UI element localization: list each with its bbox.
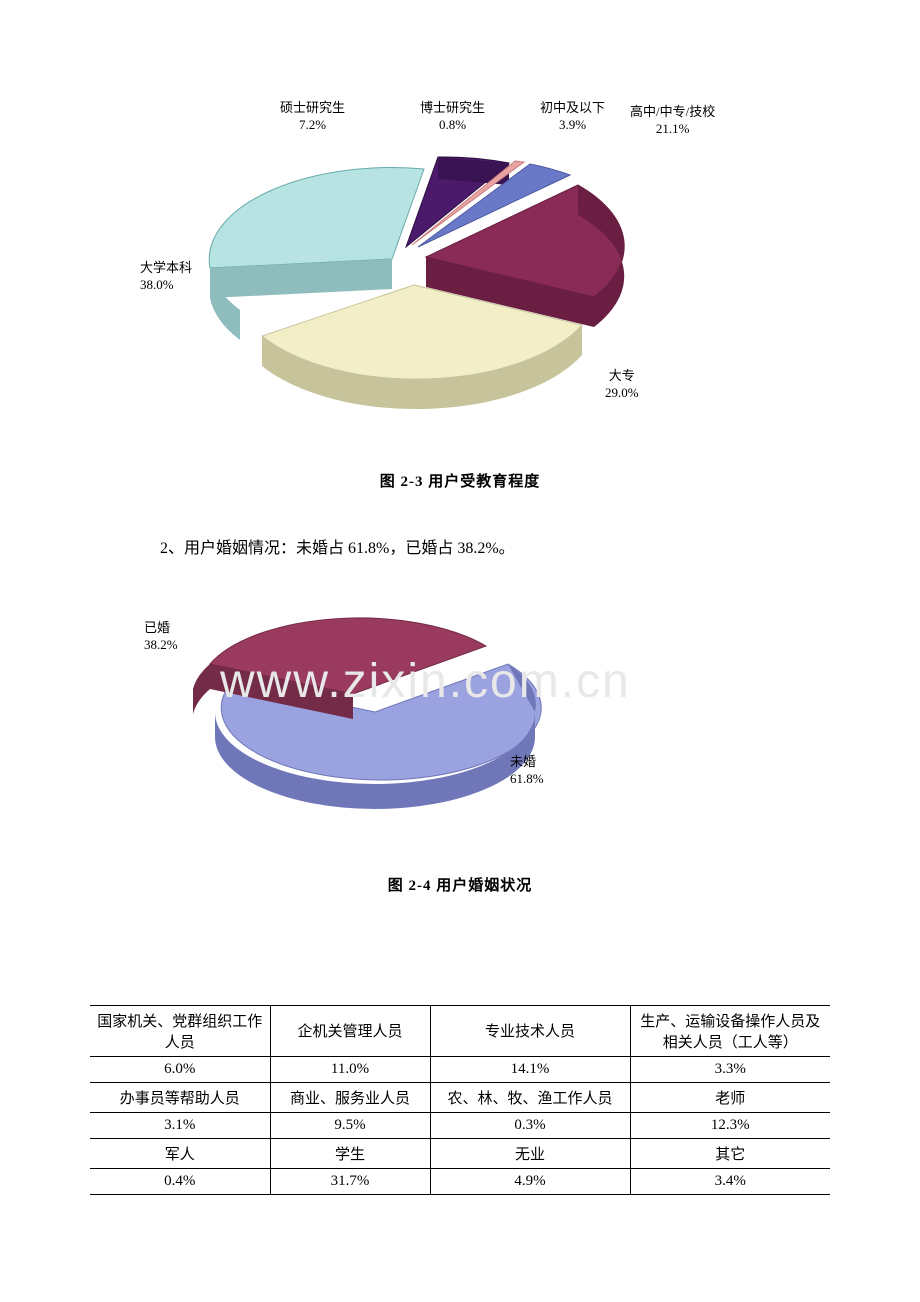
cell: 企机关管理人员 [270,1005,430,1056]
marriage-pie-svg [130,594,630,824]
marriage-paragraph: 2、用户婚姻情况：未婚占 61.8%，已婚占 38.2%。 [160,535,800,564]
label-married: 已婚38.2% [144,620,178,654]
cell: 6.0% [90,1056,270,1082]
cell: 11.0% [270,1056,430,1082]
cell: 军人 [90,1138,270,1168]
chart2-caption: 图 2-4 用户婚姻状况 [0,874,920,895]
table-row: 国家机关、党群组织工作人员 企机关管理人员 专业技术人员 生产、运输设备操作人员… [90,1005,830,1056]
cell: 无业 [430,1138,630,1168]
label-unmarried: 未婚61.8% [510,754,544,788]
label-junior: 初中及以下3.9% [540,100,605,134]
label-college: 大专29.0% [605,368,639,402]
table-row: 0.4% 31.7% 4.9% 3.4% [90,1168,830,1194]
marriage-pie-chart: www.zixin.com.cn 已婚38.2% 未婚61.8% [130,594,630,824]
cell: 生产、运输设备操作人员及相关人员（工人等） [630,1005,830,1056]
occupation-table: 国家机关、党群组织工作人员 企机关管理人员 专业技术人员 生产、运输设备操作人员… [90,1005,830,1195]
cell: 14.1% [430,1056,630,1082]
cell: 学生 [270,1138,430,1168]
table-row: 军人 学生 无业 其它 [90,1138,830,1168]
cell: 12.3% [630,1112,830,1138]
table-row: 办事员等帮助人员 商业、服务业人员 农、林、牧、渔工作人员 老师 [90,1082,830,1112]
label-bachelor: 大学本科38.0% [140,260,192,294]
label-phd: 博士研究生0.8% [420,100,485,134]
cell: 办事员等帮助人员 [90,1082,270,1112]
cell: 其它 [630,1138,830,1168]
table-row: 6.0% 11.0% 14.1% 3.3% [90,1056,830,1082]
chart1-caption: 图 2-3 用户受教育程度 [0,470,920,491]
cell: 农、林、牧、渔工作人员 [430,1082,630,1112]
cell: 3.3% [630,1056,830,1082]
cell: 国家机关、党群组织工作人员 [90,1005,270,1056]
cell: 老师 [630,1082,830,1112]
cell: 0.3% [430,1112,630,1138]
cell: 9.5% [270,1112,430,1138]
cell: 3.1% [90,1112,270,1138]
label-masters: 硕士研究生7.2% [280,100,345,134]
cell: 4.9% [430,1168,630,1194]
education-pie-svg [110,90,810,450]
cell: 0.4% [90,1168,270,1194]
cell: 31.7% [270,1168,430,1194]
table-row: 3.1% 9.5% 0.3% 12.3% [90,1112,830,1138]
label-highschool: 高中/中专/技校21.1% [630,104,715,138]
cell: 商业、服务业人员 [270,1082,430,1112]
cell: 3.4% [630,1168,830,1194]
education-pie-chart: 硕士研究生7.2% 博士研究生0.8% 初中及以下3.9% 高中/中专/技校21… [110,90,810,450]
cell: 专业技术人员 [430,1005,630,1056]
